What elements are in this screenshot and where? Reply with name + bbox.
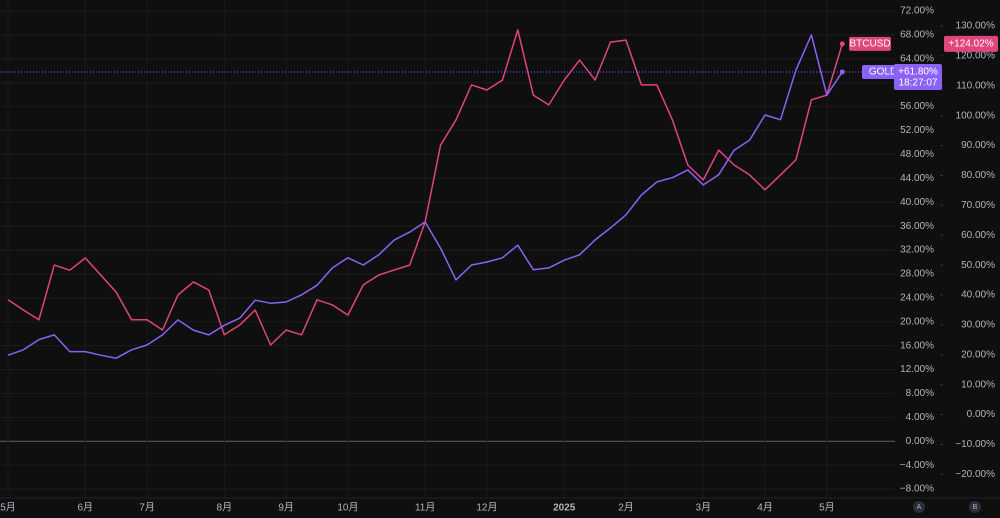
y-tick-label: 20.00% <box>900 316 934 327</box>
y2-tick-label: 120.00% <box>956 51 996 62</box>
y-tick-label: 68.00% <box>900 30 934 41</box>
x-tick-label: 7月 <box>139 502 155 514</box>
countdown: 18:27:07 <box>899 78 938 89</box>
last-point <box>839 41 845 47</box>
footer-button-label: A <box>917 504 922 511</box>
x-tick-label: 3月 <box>695 502 711 514</box>
x-tick-label: 2025 <box>553 503 576 514</box>
y2-tick-label: 100.00% <box>956 110 996 121</box>
y-tick-label: 24.00% <box>900 292 934 303</box>
series-line <box>7 34 843 359</box>
y-tick-label: 48.00% <box>900 149 934 160</box>
y2-tick-label: −20.00% <box>955 469 995 480</box>
y-tick-label: 36.00% <box>900 221 934 232</box>
footer-button[interactable] <box>969 501 981 513</box>
x-tick-label: 10月 <box>337 502 358 514</box>
last-point <box>839 69 845 75</box>
y-tick-label: 28.00% <box>900 269 934 280</box>
x-tick-label: 12月 <box>476 502 497 514</box>
y2-tick-label: −10.00% <box>955 439 995 450</box>
y-tick-label: 8.00% <box>906 388 934 399</box>
y-tick-label: 40.00% <box>900 197 934 208</box>
x-tick-label: 5月 <box>0 502 16 514</box>
y2-tick-label: 40.00% <box>961 290 995 301</box>
y2-tick-label: 20.00% <box>961 349 995 360</box>
y-tick-label: 56.00% <box>900 101 934 112</box>
y-tick-label: 44.00% <box>900 173 934 184</box>
x-tick-label: 5月 <box>819 502 835 514</box>
series-name: BTCUSD <box>849 39 890 50</box>
y2-tick-label: 50.00% <box>961 260 995 271</box>
value-tag-label: +124.02% <box>948 39 993 50</box>
value-tag <box>944 35 998 52</box>
y2-tick-label: 110.00% <box>956 80 995 91</box>
value-tag-label: +61.80% <box>898 67 938 78</box>
x-tick-label: 4月 <box>757 502 773 514</box>
series-name-tag <box>849 36 891 51</box>
y-tick-label: 32.00% <box>900 245 934 256</box>
footer-button-label: B <box>973 504 978 511</box>
footer-button[interactable] <box>913 501 925 513</box>
y2-tick-label: 10.00% <box>961 379 995 390</box>
y-tick-label: −8.00% <box>900 484 934 495</box>
y-tick-label: 52.00% <box>900 125 934 136</box>
y-tick-label: 64.00% <box>900 53 934 64</box>
y-tick-label: 4.00% <box>906 412 934 423</box>
x-tick-label: 11月 <box>415 502 435 514</box>
y-tick-label: 12.00% <box>900 364 934 375</box>
y2-tick-label: 90.00% <box>961 140 995 151</box>
y-tick-label: 0.00% <box>906 436 934 447</box>
value-tag <box>894 63 942 90</box>
y2-tick-label: 70.00% <box>961 200 995 211</box>
y2-tick-label: 130.00% <box>956 21 996 32</box>
y2-tick-label: 30.00% <box>961 320 995 331</box>
y2-tick-label: 60.00% <box>961 230 995 241</box>
x-tick-label: 8月 <box>217 502 233 514</box>
y-tick-label: 16.00% <box>900 340 934 351</box>
y-tick-label: 72.00% <box>900 6 934 17</box>
y-tick-label: −4.00% <box>900 460 934 471</box>
y2-tick-label: 80.00% <box>961 170 995 181</box>
x-tick-label: 6月 <box>77 502 93 514</box>
x-tick-label: 9月 <box>278 502 294 514</box>
y2-tick-label: 0.00% <box>967 409 995 420</box>
x-tick-label: 2月 <box>618 502 634 514</box>
